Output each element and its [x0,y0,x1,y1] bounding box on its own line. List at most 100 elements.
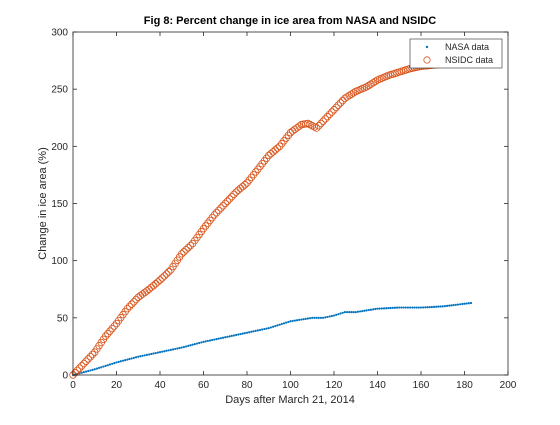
nasa-data-point [387,307,390,310]
nasa-data-point [332,314,336,317]
nsidc-data-point [336,99,345,107]
nasa-data-point [389,306,392,310]
nasa-data-point [132,356,135,359]
nasa-data-point [111,362,114,365]
nasa-data-point [206,339,209,343]
nasa-data-point [446,304,449,307]
series-nsidc [69,60,447,379]
nasa-data-point [324,316,327,319]
nasa-data-point [350,311,353,314]
nasa-data-point [404,306,407,309]
nasa-data-point [108,363,112,366]
nsidc-data-point [234,186,242,194]
nasa-data-point [367,308,370,312]
nasa-data-point [95,367,99,370]
nsidc-data-point [280,137,288,145]
nsidc-data-point [369,79,377,87]
nsidc-data-point [180,248,188,256]
nasa-data-point [278,323,281,326]
nasa-data-point [248,331,251,334]
nasa-data-point [363,309,366,312]
nasa-data-point [258,328,262,332]
nasa-data-point [115,361,118,364]
nsidc-data-point [145,285,153,293]
nasa-data-point [145,353,149,356]
nasa-data-point [202,340,205,343]
legend-marker-nasa [425,45,429,49]
nasa-data-point [459,303,462,306]
nasa-data-point [261,328,264,331]
nsidc-data-point [149,281,158,290]
nsidc-data-point [317,119,325,128]
nsidc-data-point [147,283,155,292]
nsidc-data-point [232,188,240,196]
nsidc-data-point [82,357,90,365]
nasa-data-point [426,306,429,309]
nasa-data-point [308,317,312,320]
nasa-data-point [304,317,307,320]
nsidc-data-point [73,366,82,375]
nasa-data-point [171,348,175,351]
nasa-data-point [469,301,473,305]
nsidc-data-point [245,176,253,184]
nsidc-data-point [162,270,171,278]
nasa-data-point [374,307,377,311]
nasa-data-point [230,334,233,337]
nasa-data-point [385,307,388,310]
nsidc-data-point [330,106,338,114]
nsidc-data-point [295,122,303,130]
nasa-data-point [274,324,277,328]
nsidc-data-point [128,300,136,308]
nsidc-data-point [325,110,334,119]
nasa-data-point [330,314,333,318]
nsidc-data-point [178,250,186,258]
nasa-data-point [245,331,249,334]
nasa-data-point [137,355,140,358]
nasa-data-point [98,366,101,370]
y-tick-label: 100 [51,256,68,267]
nsidc-data-point [269,148,277,156]
nasa-data-point [191,343,194,346]
nsidc-data-point [304,119,312,128]
legend-label-nsidc: NSIDC data [445,55,493,65]
nasa-data-point [182,345,186,349]
nasa-data-point [424,306,427,309]
nasa-data-point [356,310,360,313]
nasa-data-point [158,351,162,354]
nsidc-data-point [84,355,92,363]
nsidc-data-point [151,280,160,288]
x-ticks: 0 20 40 60 80 100 120 140 160 180 200 [70,32,517,391]
nasa-data-point [430,305,433,309]
nsidc-data-point [199,224,208,233]
nasa-data-point [84,370,88,373]
nasa-data-point [124,359,127,362]
x-tick-label: 0 [70,380,76,391]
nasa-data-point [391,306,394,309]
nasa-data-point [452,303,455,307]
nsidc-data-point [158,274,166,282]
x-tick-label: 200 [500,380,517,391]
nsidc-data-point [184,243,192,252]
nsidc-data-point [271,146,279,154]
nasa-data-point [150,352,153,356]
nasa-data-point [87,369,90,373]
nsidc-data-point [77,362,86,370]
nsidc-data-point [86,353,95,361]
x-tick-label: 40 [154,380,166,391]
nsidc-data-point [206,216,214,225]
nsidc-data-point [334,101,343,109]
nasa-data-point [154,351,157,355]
nasa-data-point [187,344,190,347]
nasa-data-point [432,305,436,308]
chart-title: Fig 8: Percent change in ice area from N… [144,15,436,27]
nasa-data-point [417,306,420,309]
nsidc-data-point [278,139,286,148]
nsidc-data-point [215,206,223,215]
nsidc-data-point [367,80,375,88]
nasa-data-point [348,311,351,314]
nasa-data-point [369,308,373,311]
nsidc-data-point [328,108,336,116]
nasa-data-point [269,326,273,329]
nsidc-data-point [212,208,221,217]
nsidc-data-point [284,131,293,140]
